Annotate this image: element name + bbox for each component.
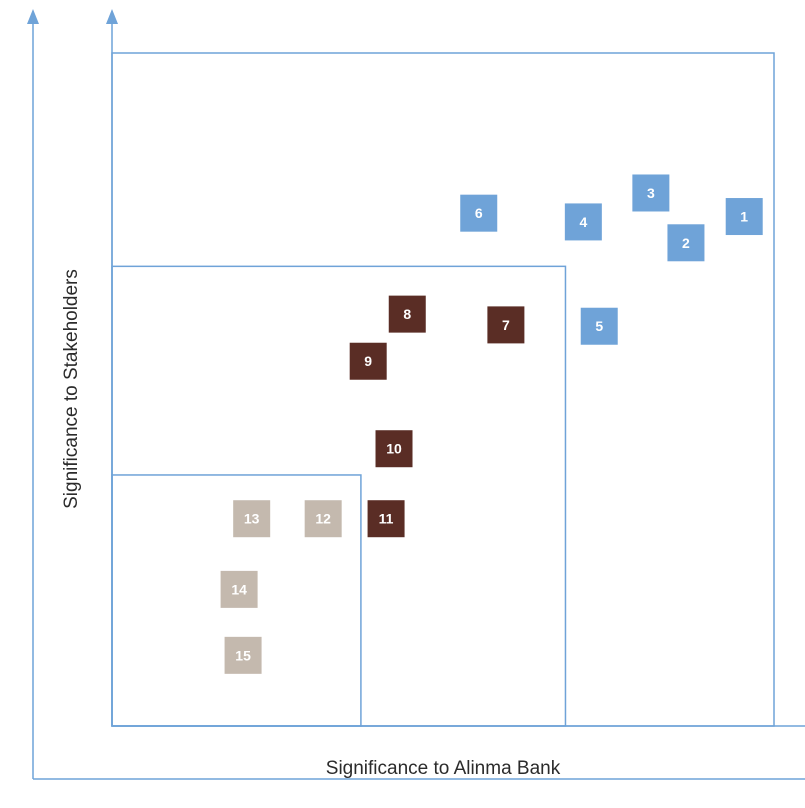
topic-marker-14: 14: [220, 570, 258, 608]
topic-marker-box: [487, 306, 525, 344]
topic-marker-2: 2: [667, 224, 705, 262]
topic-marker-label: 9: [364, 353, 372, 369]
topic-marker-label: 11: [379, 511, 394, 527]
topic-marker-label: 15: [235, 647, 251, 663]
topic-marker-box: [367, 500, 405, 538]
topic-marker-label: 6: [475, 205, 483, 221]
topic-marker-box: [564, 203, 602, 241]
y-axis-title: Significance to Stakeholders: [61, 269, 82, 509]
topic-marker-11: 11: [367, 500, 405, 538]
topic-marker-9: 9: [349, 342, 387, 380]
inner-y-axis-arrow: [106, 9, 118, 24]
topic-marker-1: 1: [725, 198, 763, 236]
topic-marker-12: 12: [304, 500, 342, 538]
topic-marker-label: 7: [502, 317, 510, 333]
topic-marker-6: 6: [460, 194, 498, 232]
topic-marker-15: 15: [224, 636, 262, 674]
topic-marker-label: 13: [244, 511, 260, 527]
topic-marker-13: 13: [233, 500, 271, 538]
topic-marker-box: [632, 174, 670, 212]
topic-marker-4: 4: [564, 203, 602, 241]
topic-marker-box: [224, 636, 262, 674]
topic-marker-box: [725, 198, 763, 236]
zone-box-3: [111, 474, 362, 727]
topic-marker-box: [580, 307, 618, 345]
topic-marker-label: 10: [386, 441, 402, 457]
topic-marker-10: 10: [375, 430, 413, 468]
topic-marker-7: 7: [487, 306, 525, 344]
x-axis-title: Significance to Alinma Bank: [326, 758, 561, 779]
topic-marker-box: [233, 500, 271, 538]
topic-marker-box: [220, 570, 258, 608]
topic-marker-box: [460, 194, 498, 232]
topic-marker-3: 3: [632, 174, 670, 212]
topic-marker-8: 8: [388, 295, 426, 333]
topic-marker-box: [375, 430, 413, 468]
zones-layer: [111, 52, 775, 727]
topic-marker-box: [304, 500, 342, 538]
topic-marker-box: [349, 342, 387, 380]
zone-box-1: [111, 52, 775, 727]
outer-y-axis-arrow: [27, 9, 39, 24]
topic-marker-5: 5: [580, 307, 618, 345]
topic-marker-box: [388, 295, 426, 333]
topic-marker-label: 3: [647, 185, 655, 201]
topic-marker-label: 12: [315, 511, 331, 527]
topic-marker-label: 1: [740, 209, 748, 225]
topic-marker-label: 5: [595, 318, 603, 334]
topic-marker-label: 2: [682, 235, 690, 251]
topic-marker-label: 8: [403, 306, 411, 322]
topic-marker-box: [667, 224, 705, 262]
topic-marker-label: 4: [579, 214, 587, 230]
topic-marker-label: 14: [231, 581, 247, 597]
